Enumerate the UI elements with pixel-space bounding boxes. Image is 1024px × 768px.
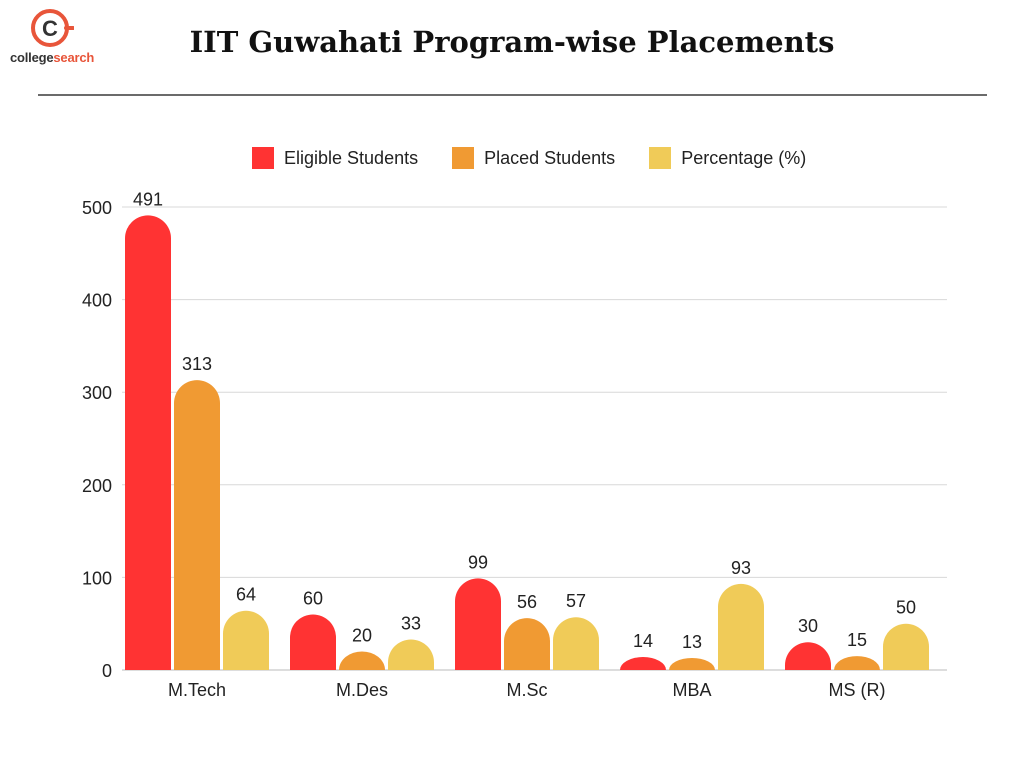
bar-placed-students-m-des [339, 651, 385, 670]
legend-swatch-eligible [252, 147, 274, 169]
logo-word-part2: search [53, 50, 95, 65]
bar-value-label: 491 [133, 189, 163, 209]
bar-value-label: 99 [468, 552, 488, 572]
page-title: IIT Guwahati Program-wise Placements [189, 25, 835, 59]
bar-value-label: 60 [303, 588, 323, 608]
legend-label-eligible: Eligible Students [284, 147, 419, 168]
bar-placed-students-ms-r [834, 656, 880, 670]
bar-value-label: 33 [401, 613, 421, 633]
x-axis: M.Tech M.Des M.Sc MBA MS (R) [168, 680, 886, 700]
bar-value-label: 93 [731, 558, 751, 578]
bar-value-label: 15 [847, 630, 867, 650]
bar-placed-students-m-tech [174, 380, 220, 670]
bar-eligible-students-m-des [290, 614, 336, 670]
y-tick-label: 200 [82, 476, 112, 496]
y-tick-label: 100 [82, 568, 112, 588]
bar-value-label: 14 [633, 631, 653, 651]
bar-placed-students-m-sc [504, 618, 550, 670]
chart-bars: 491 313 64 60 20 33 99 56 57 14 13 93 30 15 50 [125, 189, 929, 671]
y-tick-label: 500 [82, 198, 112, 218]
legend-item-percentage: Percentage (%) [649, 147, 806, 169]
x-category-label: MS (R) [829, 680, 886, 700]
legend-label-percentage: Percentage (%) [681, 147, 807, 168]
bar-value-label: 57 [566, 591, 586, 611]
bar-eligible-students-m-tech [125, 215, 171, 671]
title-divider [38, 94, 987, 96]
y-tick-label: 300 [82, 383, 112, 403]
bar-percentage-m-tech [223, 610, 269, 670]
y-tick-label: 400 [82, 291, 112, 311]
bar-percentage-ms-r [883, 623, 929, 670]
bar-value-label: 56 [517, 592, 537, 612]
legend-item-eligible: Eligible Students [252, 147, 418, 169]
y-axis: 0 100 200 300 400 500 [82, 198, 112, 681]
x-category-label: M.Des [336, 680, 388, 700]
bar-percentage-m-sc [553, 617, 599, 670]
bar-value-label: 13 [682, 632, 702, 652]
bar-value-label: 20 [352, 625, 372, 645]
logo-word-part1: college [10, 50, 54, 65]
x-category-label: MBA [672, 680, 711, 700]
y-tick-label: 0 [102, 661, 112, 681]
collegesearch-logo: C collegesearch [10, 6, 110, 68]
bar-eligible-students-m-sc [455, 578, 501, 670]
svg-text:C: C [42, 16, 58, 41]
legend-item-placed: Placed Students [452, 147, 615, 169]
bar-value-label: 313 [182, 354, 212, 374]
bar-placed-students-mba [669, 657, 715, 670]
x-category-label: M.Sc [506, 680, 547, 700]
legend-swatch-placed [452, 147, 475, 169]
bar-percentage-mba [718, 583, 764, 670]
bar-percentage-m-des [388, 639, 434, 670]
bar-eligible-students-ms-r [785, 642, 831, 670]
bar-value-label: 30 [798, 616, 818, 636]
legend-swatch-percentage [649, 147, 672, 169]
legend-label-placed: Placed Students [484, 147, 616, 168]
x-category-label: M.Tech [168, 680, 226, 700]
bar-eligible-students-mba [620, 657, 666, 670]
bar-value-label: 64 [236, 585, 256, 605]
bar-value-label: 50 [896, 598, 916, 618]
logo-c-icon: C [31, 9, 74, 47]
logo-wordmark: collegesearch [10, 50, 94, 65]
chart-legend: Eligible Students Placed Students Percen… [252, 147, 840, 169]
